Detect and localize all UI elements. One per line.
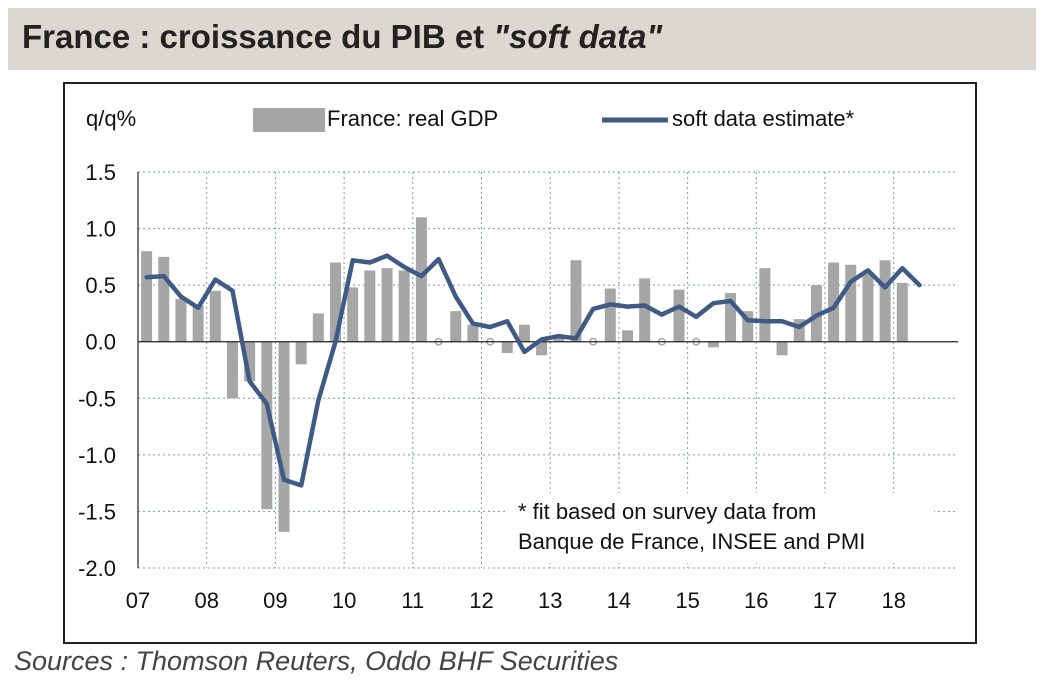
gdp-bar — [742, 311, 754, 342]
soft-data-line-layer — [144, 253, 922, 488]
gdp-bar — [209, 290, 221, 342]
gdp-bar — [261, 341, 273, 510]
y-tick-label: 1.5 — [85, 160, 116, 185]
y-axis-label: q/q% — [86, 106, 136, 131]
gdp-bar — [364, 270, 376, 342]
y-tick-label: -0.5 — [78, 386, 116, 411]
gdp-bar — [793, 319, 805, 342]
gdp-bar — [639, 278, 651, 342]
gdp-bar — [226, 341, 238, 399]
gdp-bar — [776, 341, 788, 356]
y-tick-label: 0.0 — [85, 330, 116, 355]
title-bar: France : croissance du PIB et "soft data… — [8, 8, 1036, 70]
y-tick-label: 1.0 — [85, 217, 116, 242]
gdp-bar — [707, 341, 719, 348]
y-tick-label: -1.5 — [78, 499, 116, 524]
gdp-bar — [501, 341, 513, 354]
annotation-box: * fit based on survey data from Banque d… — [508, 493, 934, 563]
chart-title: France : croissance du PIB et "soft data… — [22, 18, 663, 55]
x-tick-label: 12 — [469, 588, 493, 613]
x-tick-label: 11 — [401, 588, 424, 613]
gdp-bar — [244, 341, 256, 382]
gdp-bar — [381, 268, 393, 342]
gdp-bar — [467, 324, 479, 342]
sources-note: Sources : Thomson Reuters, Oddo BHF Secu… — [14, 646, 619, 676]
annotation-line-1: * fit based on survey data from — [518, 499, 816, 524]
gdp-bar — [450, 311, 462, 342]
gdp-bar — [553, 336, 565, 342]
gdp-bar — [621, 330, 633, 342]
gdp-bar — [278, 341, 290, 532]
y-tick-label: 0.5 — [85, 273, 116, 298]
tick-labels: 1.5 1.0 0.5 0.0 -0.5 -1.0 -1.5 -2.0 07 08 09 10 11 12… — [78, 160, 906, 613]
gdp-bar — [415, 217, 427, 342]
gdp-bar — [604, 288, 616, 342]
gdp-bar — [759, 268, 771, 342]
annotation-line-2: Banque de France, INSEE and PMI — [518, 529, 865, 554]
gdp-bar — [141, 251, 153, 342]
gdp-bar — [828, 262, 840, 342]
gdp-bar — [845, 264, 857, 342]
gdp-bar — [192, 305, 204, 342]
x-tick-label: 10 — [332, 588, 356, 613]
gdp-bars — [141, 217, 908, 532]
x-tick-label: 18 — [881, 588, 905, 613]
x-tick-label: 17 — [813, 588, 837, 613]
gdp-bar — [536, 341, 548, 356]
gdp-bar — [725, 293, 737, 342]
gdp-bar — [862, 273, 874, 342]
legend-bar-swatch — [253, 108, 325, 132]
x-tick-label: 15 — [675, 588, 699, 613]
gdp-bar — [295, 341, 307, 365]
annotation-background — [508, 493, 934, 563]
gdp-bar — [312, 313, 324, 342]
legend-label-soft-data: soft data estimate* — [672, 106, 855, 131]
legend-label-real-gdp: France: real GDP — [327, 106, 498, 131]
soft-data-line — [144, 253, 922, 488]
gdp-bar — [896, 282, 908, 342]
gdp-bar — [570, 260, 582, 342]
gdp-bar — [673, 289, 685, 342]
x-tick-label: 07 — [126, 588, 150, 613]
gdp-bar — [158, 256, 170, 342]
x-tick-label: 14 — [607, 588, 631, 613]
y-tick-label: -1.0 — [78, 443, 116, 468]
gdp-bar — [398, 270, 410, 342]
legend: q/q% France: real GDP soft data estimate… — [86, 106, 855, 132]
gdp-bar — [330, 262, 342, 342]
x-tick-label: 08 — [194, 588, 218, 613]
gdp-bar — [518, 324, 530, 342]
x-tick-label: 09 — [263, 588, 287, 613]
y-tick-label: -2.0 — [78, 556, 116, 581]
gdp-bar — [175, 298, 187, 342]
x-tick-label: 13 — [538, 588, 562, 613]
gdp-bar — [347, 287, 359, 342]
gdp-bar — [879, 260, 891, 342]
x-tick-label: 16 — [744, 588, 768, 613]
